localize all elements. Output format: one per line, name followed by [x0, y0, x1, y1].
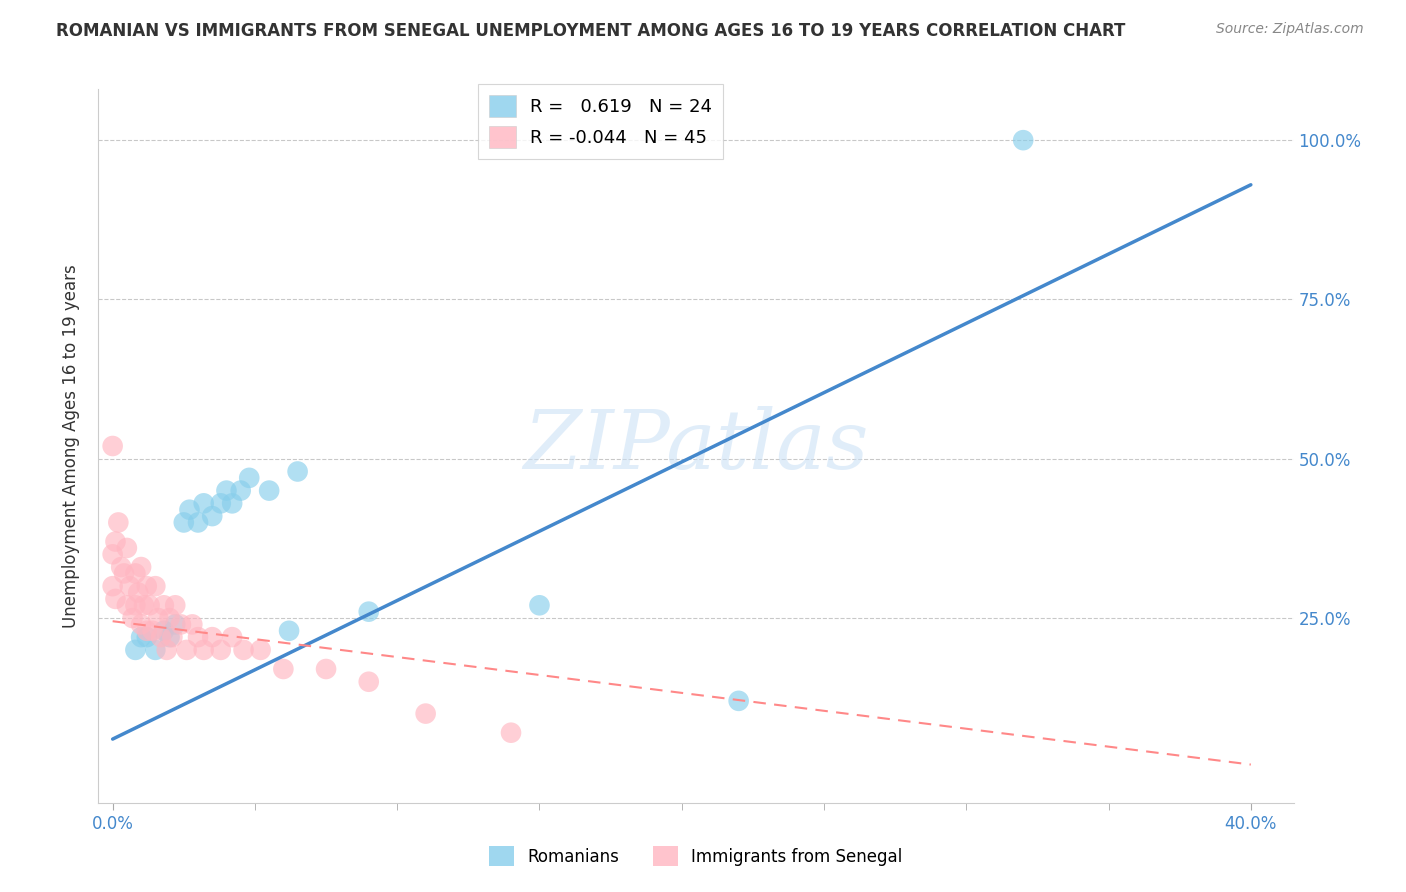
Point: [249, 643, 271, 657]
Point: [176, 643, 198, 657]
Point: [124, 599, 146, 613]
Point: [209, 496, 232, 510]
Point: [170, 617, 193, 632]
Text: Source: ZipAtlas.com: Source: ZipAtlas.com: [1216, 22, 1364, 37]
Point: [201, 509, 224, 524]
Point: [181, 617, 204, 632]
Point: [143, 643, 166, 657]
Point: [101, 547, 124, 561]
Point: [315, 662, 337, 676]
Point: [221, 496, 243, 510]
Text: ROMANIAN VS IMMIGRANTS FROM SENEGAL UNEMPLOYMENT AMONG AGES 16 TO 19 YEARS CORRE: ROMANIAN VS IMMIGRANTS FROM SENEGAL UNEM…: [56, 22, 1126, 40]
Point: [187, 630, 209, 644]
Point: [135, 579, 157, 593]
Point: [232, 643, 254, 657]
Point: [193, 496, 215, 510]
Point: [135, 624, 157, 638]
Point: [153, 599, 176, 613]
Text: ZIPatlas: ZIPatlas: [523, 406, 869, 486]
Point: [727, 694, 749, 708]
Point: [201, 630, 224, 644]
Point: [357, 674, 380, 689]
Legend: Romanians, Immigrants from Senegal: Romanians, Immigrants from Senegal: [482, 839, 910, 873]
Point: [153, 624, 176, 638]
Point: [104, 534, 127, 549]
Point: [193, 643, 215, 657]
Point: [159, 630, 181, 644]
Point: [221, 630, 243, 644]
Point: [143, 579, 166, 593]
Point: [238, 471, 260, 485]
Point: [1012, 133, 1035, 147]
Point: [101, 439, 124, 453]
Point: [215, 483, 238, 498]
Point: [107, 516, 129, 530]
Point: [529, 599, 551, 613]
Point: [150, 630, 173, 644]
Point: [138, 599, 160, 613]
Point: [121, 611, 143, 625]
Point: [127, 585, 149, 599]
Point: [159, 611, 181, 625]
Point: [132, 599, 155, 613]
Point: [148, 611, 170, 625]
Point: [124, 643, 146, 657]
Point: [110, 560, 132, 574]
Point: [162, 630, 184, 644]
Point: [112, 566, 135, 581]
Point: [357, 605, 380, 619]
Point: [499, 725, 522, 739]
Point: [129, 630, 152, 644]
Point: [173, 516, 195, 530]
Point: [229, 483, 252, 498]
Point: [287, 465, 309, 479]
Point: [124, 566, 146, 581]
Point: [115, 599, 138, 613]
Point: [129, 617, 152, 632]
Point: [165, 599, 187, 613]
Point: [415, 706, 437, 721]
Point: [135, 630, 157, 644]
Point: [156, 643, 179, 657]
Point: [278, 624, 301, 638]
Point: [257, 483, 280, 498]
Point: [129, 560, 152, 574]
Point: [187, 516, 209, 530]
Point: [104, 591, 127, 606]
Y-axis label: Unemployment Among Ages 16 to 19 years: Unemployment Among Ages 16 to 19 years: [62, 264, 80, 628]
Point: [115, 541, 138, 555]
Point: [101, 579, 124, 593]
Point: [165, 617, 187, 632]
Point: [141, 624, 163, 638]
Point: [209, 643, 232, 657]
Point: [179, 502, 201, 516]
Point: [118, 579, 141, 593]
Point: [273, 662, 295, 676]
